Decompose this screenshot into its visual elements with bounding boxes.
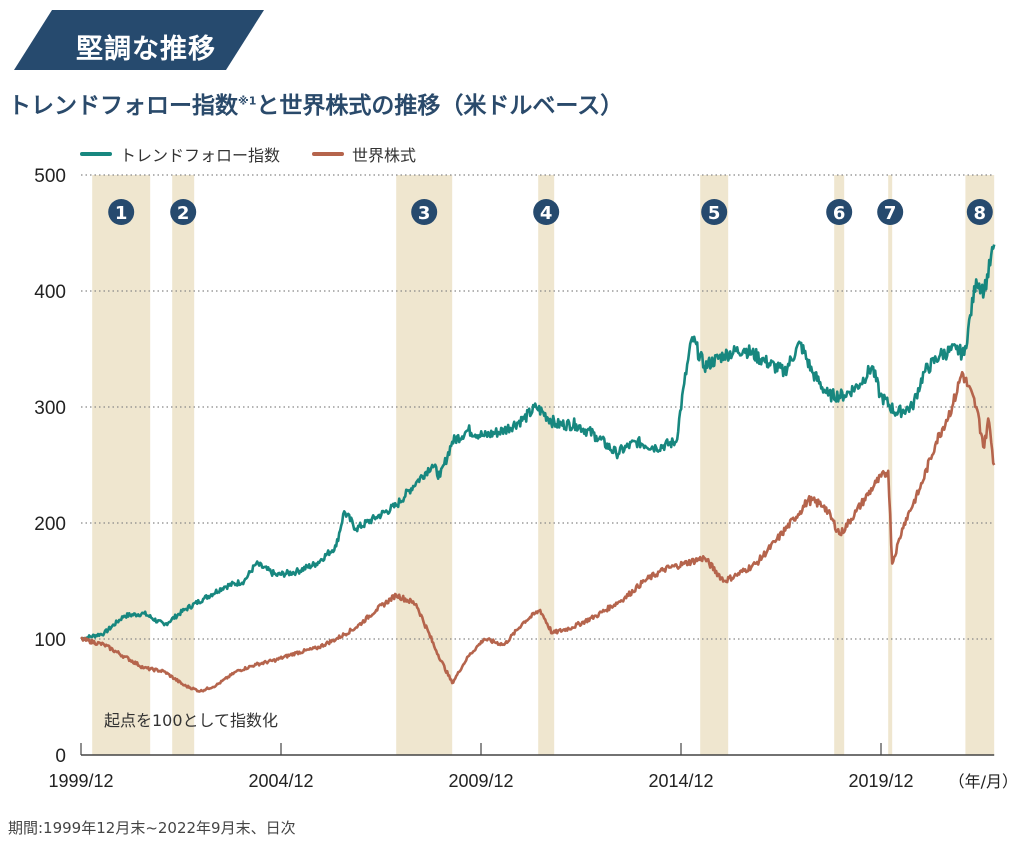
banner-label: 堅調な推移 [76, 34, 216, 65]
legend-swatch-world [312, 152, 345, 156]
shaded-band-6 [834, 175, 845, 755]
period-note: 期間:1999年12月末~2022年9月末、日次 [8, 819, 296, 837]
band-marker-3 [411, 199, 438, 225]
x-tick-label: 2019/12 [848, 771, 913, 791]
y-tick-label: 500 [34, 166, 66, 187]
legend-label-trend: トレンドフォロー指数 [120, 146, 281, 165]
legend-swatch-trend [80, 152, 112, 156]
shaded-band-4 [538, 175, 555, 755]
y-tick-label: 200 [34, 514, 66, 535]
band-marker-label: 2 [177, 203, 190, 224]
band-marker-label: 6 [833, 203, 846, 224]
band-marker-label: 7 [884, 203, 897, 224]
x-axis-unit: （年/月） [949, 772, 1018, 791]
legend: トレンドフォロー指数 世界株式 [80, 142, 416, 166]
title-rest: と世界株式の推移（米ドルベース） [256, 93, 624, 119]
band-marker-1 [108, 199, 135, 225]
shaded-band-1 [92, 175, 151, 755]
section-banner: 堅調な推移 [14, 10, 264, 70]
world-stock-line [80, 370, 996, 693]
band-marker-6 [826, 199, 853, 225]
shaded-band-7 [888, 175, 893, 755]
x-tick-label: 2014/12 [648, 771, 713, 791]
band-marker-7 [877, 199, 904, 225]
index-note: 起点を100として指数化 [104, 711, 278, 730]
band-marker-label: 1 [115, 203, 128, 224]
band-marker-5 [701, 199, 728, 225]
band-marker-label: 4 [540, 203, 553, 224]
y-tick-label: 100 [34, 630, 66, 651]
shaded-band-5 [700, 175, 729, 755]
trend-follow-line [80, 244, 996, 642]
band-marker-2 [170, 199, 197, 225]
band-marker-4 [533, 199, 560, 225]
band-marker-label: 3 [418, 203, 431, 224]
chart-title: トレンドフォロー指数※1と世界株式の推移（米ドルベース） [8, 86, 623, 120]
banner-shape [14, 10, 264, 70]
title-main: トレンドフォロー指数 [8, 93, 238, 119]
band-marker-label: 5 [708, 203, 721, 224]
shaded-band-2 [172, 175, 195, 755]
y-tick-label: 300 [34, 398, 66, 419]
band-marker-label: 8 [974, 203, 987, 224]
y-tick-label: 400 [34, 282, 66, 303]
band-marker-8 [966, 199, 993, 225]
y-tick-label: 0 [55, 746, 66, 767]
x-tick-label: 1999/12 [48, 771, 113, 791]
x-tick-label: 2004/12 [248, 771, 313, 791]
legend-label-world: 世界株式 [352, 146, 417, 165]
title-note: ※1 [238, 94, 257, 108]
x-tick-label: 2009/12 [448, 771, 513, 791]
